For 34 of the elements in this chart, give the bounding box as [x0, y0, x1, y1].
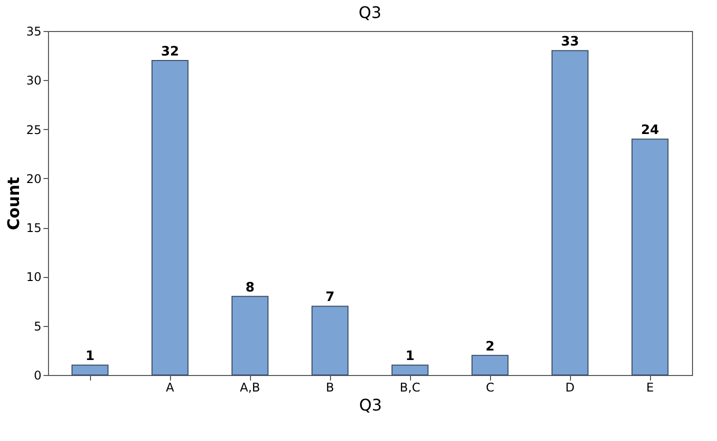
y-axis-title: Count: [4, 176, 24, 230]
y-tick-label: 20: [26, 172, 42, 186]
x-tick-label: B: [326, 380, 334, 394]
bar: [472, 354, 508, 376]
bar: [232, 296, 268, 376]
data-label: 7: [325, 290, 335, 306]
x-tick-label: E: [646, 380, 654, 394]
bar: [152, 60, 188, 376]
y-tick-label: 30: [26, 74, 42, 88]
x-tick-label: B,C: [400, 380, 420, 394]
data-label: 24: [640, 123, 660, 138]
chart-title: Q3: [358, 3, 382, 22]
bar: [632, 138, 668, 376]
y-tick-label: 35: [26, 24, 42, 38]
x-tick-label: A,B: [240, 380, 260, 394]
bar: [72, 364, 108, 376]
y-tick-label: 10: [26, 270, 42, 284]
x-axis-title: Q3: [359, 396, 382, 414]
data-label: 8: [245, 280, 255, 296]
x-tick-label: A: [166, 380, 175, 394]
data-label: 1: [85, 349, 95, 364]
y-tick-label: 15: [26, 221, 42, 236]
bar: [552, 50, 588, 376]
data-label: 33: [560, 34, 580, 50]
data-label: 1: [405, 349, 415, 364]
data-label: 32: [160, 44, 180, 60]
y-tick-label: 5: [34, 319, 42, 334]
y-tick-label: 25: [26, 122, 42, 137]
y-tick-label: 0: [34, 368, 42, 382]
x-tick-label: D: [565, 380, 575, 394]
data-label: 2: [485, 339, 495, 354]
x-tick-label: C: [486, 380, 494, 394]
bar: [392, 364, 428, 376]
bar: [312, 306, 348, 376]
